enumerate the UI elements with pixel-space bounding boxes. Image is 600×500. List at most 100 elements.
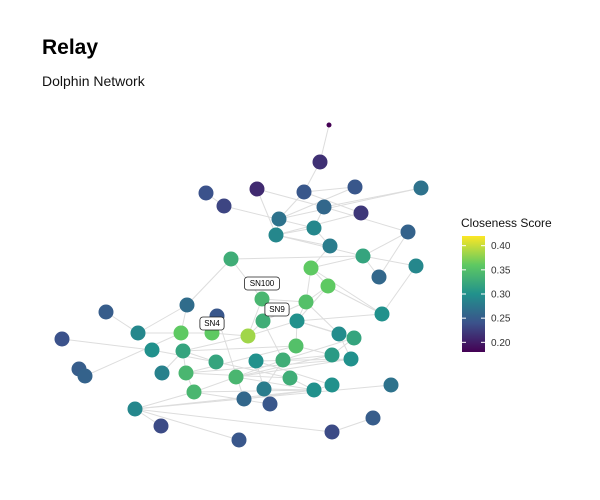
network-edge	[185, 358, 352, 374]
network-edge	[305, 301, 340, 335]
network-node	[374, 306, 390, 322]
network-edge	[296, 313, 383, 322]
network-edge	[323, 187, 422, 208]
node-label-text: SN4	[204, 319, 220, 328]
network-edge	[256, 188, 325, 208]
legend-tick-label: 0.30	[491, 290, 511, 301]
network-node	[383, 377, 399, 393]
network-node	[320, 278, 336, 294]
network-node	[255, 313, 271, 329]
network-edge	[215, 361, 291, 379]
network-node	[331, 326, 347, 342]
network-node	[208, 354, 224, 370]
network-node	[365, 410, 381, 426]
network-node	[271, 211, 287, 227]
network-edge	[310, 267, 383, 315]
network-edge	[323, 206, 409, 233]
network-node	[223, 251, 239, 267]
network-edge	[182, 335, 249, 352]
network-edge	[193, 389, 315, 393]
network-edge	[282, 354, 333, 361]
network-edge	[378, 231, 409, 278]
chart-subtitle: Dolphin Network	[42, 73, 145, 89]
node-label: SN4	[199, 316, 225, 331]
network-node	[288, 338, 304, 354]
network-edge	[303, 186, 356, 193]
network-node	[371, 269, 387, 285]
network-node	[173, 325, 189, 341]
network-node	[175, 343, 191, 359]
network-node	[130, 325, 146, 341]
network-node	[154, 365, 170, 381]
network-edge	[303, 191, 362, 214]
network-node	[98, 304, 114, 320]
network-edge	[362, 231, 409, 257]
network-node	[355, 248, 371, 264]
network-node	[306, 220, 322, 236]
network-edge	[263, 388, 315, 391]
network-node	[322, 238, 338, 254]
nodes-layer	[54, 122, 429, 448]
network-edge	[134, 391, 195, 410]
network-node	[400, 224, 416, 240]
network-node	[179, 297, 195, 313]
network-node	[353, 205, 369, 221]
legend-colorbar	[462, 236, 485, 352]
network-node	[346, 330, 362, 346]
network-edge	[243, 389, 315, 400]
network-edge	[235, 376, 315, 391]
network-node	[298, 294, 314, 310]
network-node	[248, 353, 264, 369]
network-node	[316, 199, 332, 215]
network-edge	[186, 258, 232, 306]
network-edge	[256, 188, 277, 236]
network-node	[343, 351, 359, 367]
node-label-box	[264, 302, 290, 317]
legend-tick-label: 0.40	[491, 241, 511, 252]
network-edge	[61, 338, 153, 351]
network-node	[303, 260, 319, 276]
network-node	[282, 370, 298, 386]
network-node	[324, 424, 340, 440]
network-node	[198, 185, 214, 201]
network-edge	[235, 359, 284, 378]
legend: 0.20 0.25 0.30 0.35 0.40	[462, 236, 511, 352]
legend-tick-label: 0.20	[491, 338, 511, 349]
network-node	[254, 291, 270, 307]
network-node	[275, 352, 291, 368]
network-node	[153, 418, 169, 434]
network-node	[312, 154, 328, 170]
network-node	[296, 184, 312, 200]
network-edge	[230, 255, 364, 260]
network-node	[228, 369, 244, 385]
network-edge	[84, 332, 182, 377]
network-edge	[134, 408, 333, 433]
network-edge	[362, 255, 417, 267]
network-edge	[247, 320, 298, 337]
network-node	[231, 432, 247, 448]
network-node	[268, 227, 284, 243]
network-edge	[282, 337, 355, 361]
node-label: SN9	[264, 302, 290, 317]
node-label-box	[199, 316, 225, 331]
node-labels-layer: SN100 SN9 SN4	[199, 276, 290, 331]
network-edge	[182, 345, 297, 352]
legend-tick-label: 0.25	[491, 314, 511, 325]
network-node	[326, 122, 332, 128]
network-node	[347, 179, 363, 195]
node-label-text: SN9	[269, 305, 285, 314]
network-node	[289, 313, 305, 329]
network-edge	[327, 285, 383, 315]
network-node	[306, 382, 322, 398]
network-edge	[278, 186, 356, 220]
network-node	[249, 181, 265, 197]
legend-tick-label: 0.35	[491, 265, 511, 276]
chart-title: Relay	[42, 36, 99, 59]
node-label-text: SN100	[250, 279, 275, 288]
legend-title: Closeness Score	[461, 216, 552, 230]
network-node	[54, 331, 70, 347]
network-edge	[137, 304, 188, 334]
network-node	[216, 198, 232, 214]
network-edge	[193, 391, 271, 405]
